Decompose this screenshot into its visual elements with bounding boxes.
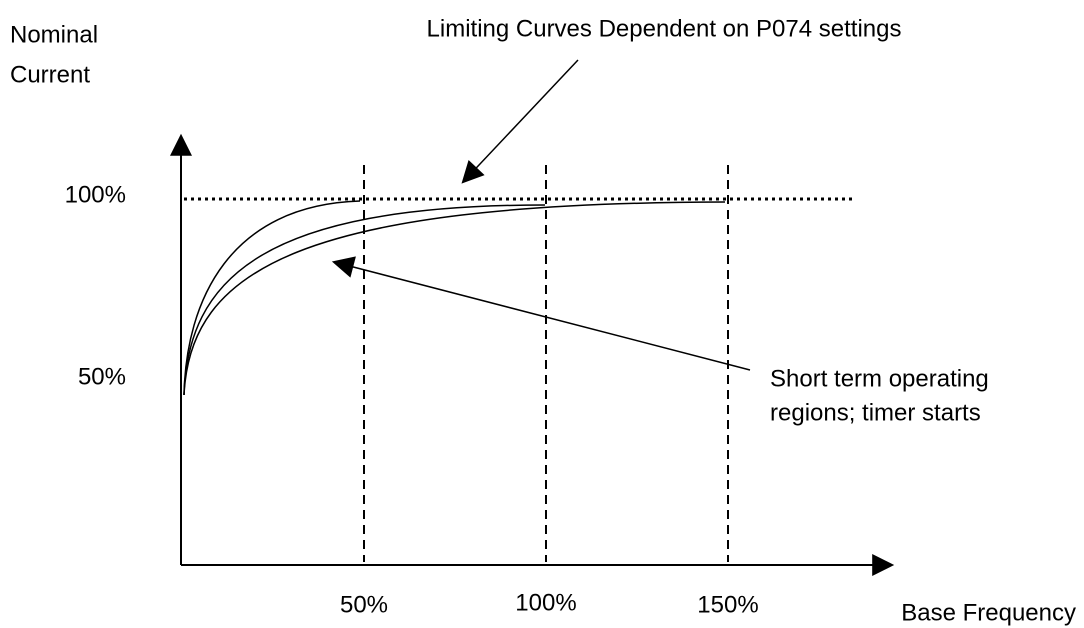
y-axis-label: Nominal <box>10 21 98 48</box>
annotation: Short term operating <box>770 365 989 392</box>
curve <box>183 200 361 396</box>
annotation: Limiting Curves Dependent on P074 settin… <box>427 15 902 42</box>
annotation: regions; timer starts <box>770 399 981 426</box>
curve <box>183 204 546 396</box>
annotation-arrow <box>461 59 579 184</box>
x-tick-label: 150% <box>697 591 758 618</box>
x-axis-label: Base Frequency <box>901 599 1076 626</box>
y-tick-label: 50% <box>78 363 126 390</box>
y-tick-label: 100% <box>65 181 126 208</box>
curve <box>183 201 726 396</box>
y-axis-label: Current <box>10 61 90 88</box>
annotation-arrow <box>331 256 751 371</box>
x-tick-label: 100% <box>515 589 576 616</box>
x-tick-label: 50% <box>340 591 388 618</box>
